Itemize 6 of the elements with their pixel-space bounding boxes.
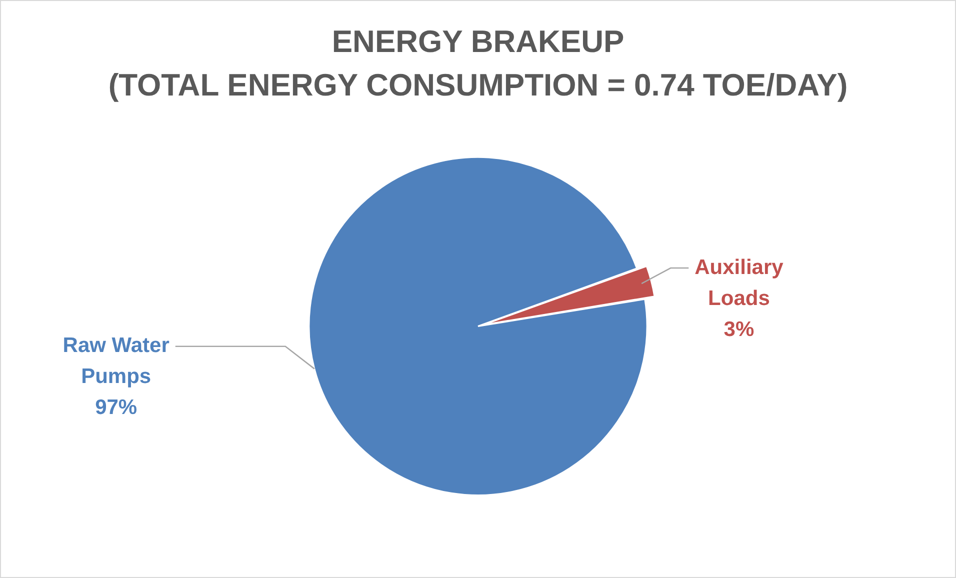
chart-title: ENERGY BRAKEUP <box>332 24 624 60</box>
slice-label: Raw Water Pumps <box>62 334 170 388</box>
data-label: 3% <box>724 318 754 341</box>
data-label: 97% <box>95 396 138 420</box>
chart-subtitle: (TOTAL ENERGY CONSUMPTION = 0.74 TOE/DAY) <box>108 67 848 102</box>
slice-label: Auxiliary Loads <box>694 256 784 310</box>
